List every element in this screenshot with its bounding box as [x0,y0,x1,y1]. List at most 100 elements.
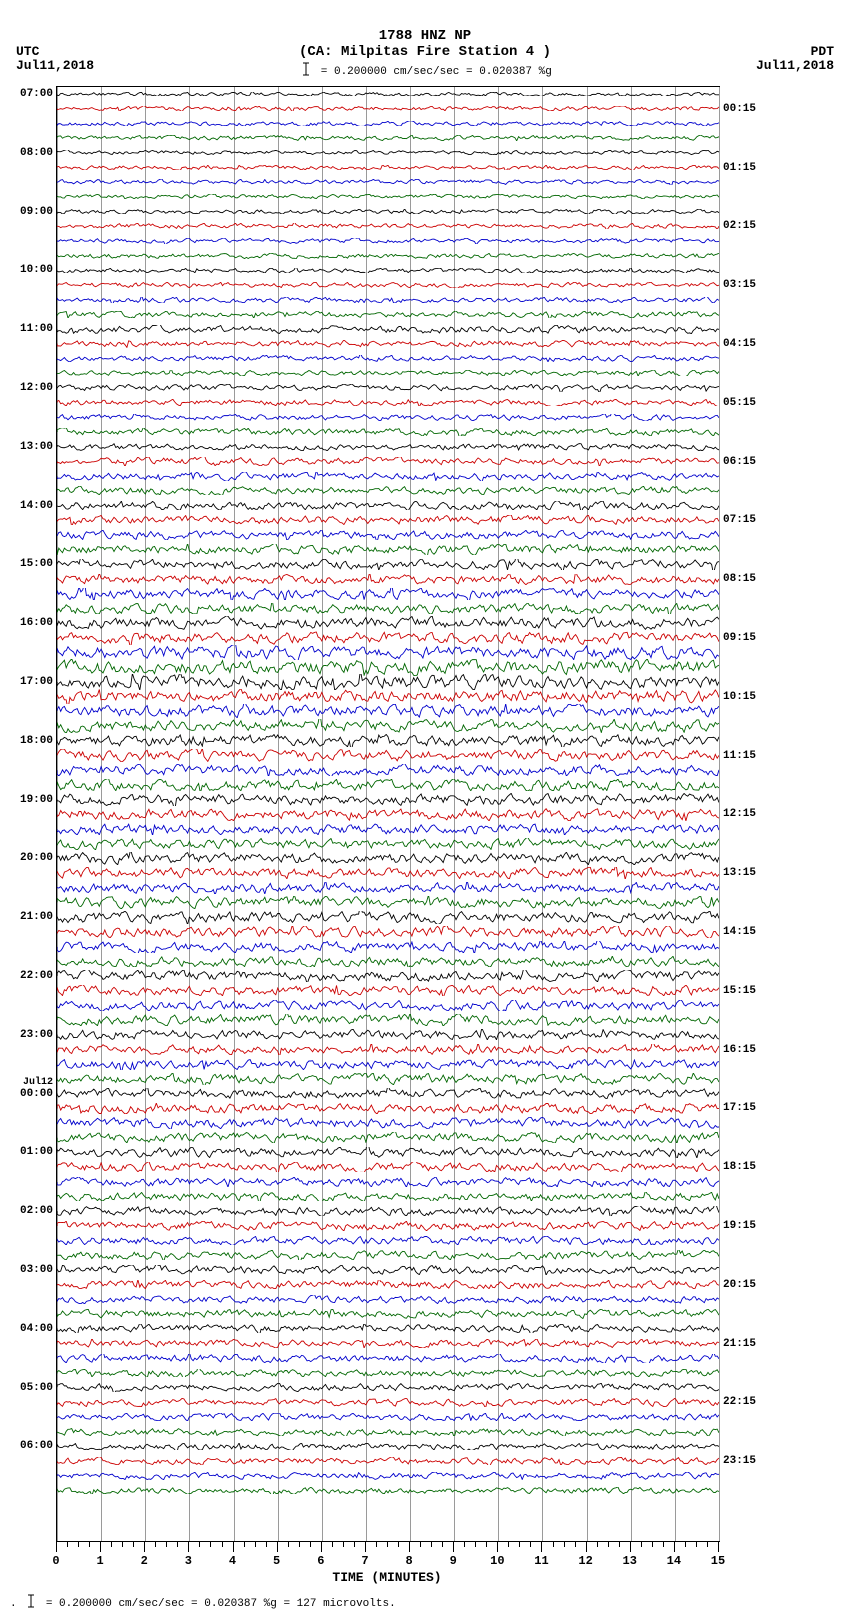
date-rollover-label: Jul12 [7,1077,53,1088]
seismic-trace [57,631,719,645]
x-tick-major [100,1542,101,1552]
utc-time-label: 20:00 [13,852,53,864]
pdt-time-label: 18:15 [723,1161,765,1173]
seismic-trace [57,1457,719,1465]
pdt-time-label: 17:15 [723,1102,765,1114]
seismic-trace [57,165,719,170]
utc-time-label: 22:00 [13,970,53,982]
seismic-trace [57,1369,719,1378]
pdt-time-label: 07:15 [723,514,765,526]
x-tick-minor [530,1542,531,1547]
x-tick-minor [310,1542,311,1547]
seismic-trace [57,414,719,421]
x-tick-major [630,1542,631,1552]
seismic-trace [57,941,719,953]
seismic-trace [57,896,719,908]
seismic-trace [57,544,719,555]
seismic-trace [57,530,719,540]
utc-time-label: 10:00 [13,264,53,276]
seismic-trace [57,340,719,347]
seismic-trace [57,867,719,879]
left-timezone: UTC [16,44,39,59]
seismic-trace [57,194,719,199]
x-tick-label: 12 [578,1554,592,1568]
footer-prefix: . [10,1598,17,1610]
seismic-trace [57,135,719,140]
seismic-trace [57,985,719,997]
station-location: (CA: Milpitas Fire Station 4 ) [0,44,850,60]
scale-annotation: = 0.200000 cm/sec/sec = 0.020387 %g [0,62,850,80]
pdt-time-label: 02:15 [723,220,765,232]
x-tick-minor [111,1542,112,1547]
x-tick-minor [255,1542,256,1547]
x-tick-label: 5 [273,1554,280,1568]
x-axis: TIME (MINUTES) 0123456789101112131415 [56,1542,718,1586]
pdt-time-label: 01:15 [723,162,765,174]
x-tick-minor [89,1542,90,1547]
seismic-trace [57,1265,719,1275]
x-tick-major [56,1542,57,1552]
x-tick-major [233,1542,234,1552]
pdt-time-label: 04:15 [723,338,765,350]
pdt-time-label: 08:15 [723,573,765,585]
seismic-trace [57,1472,719,1480]
utc-time-label: 06:00 [13,1440,53,1452]
utc-time-label: 02:00 [13,1205,53,1217]
x-tick-label: 10 [490,1554,504,1568]
seismic-trace [57,1192,719,1202]
x-axis-title: TIME (MINUTES) [56,1570,718,1585]
seismic-trace [57,311,719,318]
x-tick-minor [332,1542,333,1547]
seismic-trace [57,1117,719,1129]
seismic-trace [57,1221,719,1231]
x-tick-minor [641,1542,642,1547]
x-tick-minor [707,1542,708,1547]
seismic-trace [57,704,719,718]
seismic-trace [57,179,719,184]
x-tick-minor [685,1542,686,1547]
seismic-trace [57,689,719,704]
seismic-trace [57,734,719,747]
seismic-trace [57,956,719,968]
seismic-trace [57,209,719,214]
utc-time-label: 15:00 [13,558,53,570]
x-tick-major [188,1542,189,1552]
x-tick-label: 3 [185,1554,192,1568]
seismic-trace [57,1309,719,1318]
pdt-time-label: 11:15 [723,750,765,762]
x-tick-label: 9 [450,1554,457,1568]
x-tick-minor [299,1542,300,1547]
seismic-trace [57,238,719,243]
seismic-trace [57,616,719,629]
x-tick-major [497,1542,498,1552]
x-tick-minor [619,1542,620,1547]
seismic-trace [57,911,719,924]
x-tick-minor [398,1542,399,1547]
utc-time-label: 11:00 [13,323,53,335]
pdt-time-label: 00:15 [723,103,765,115]
x-tick-label: 7 [361,1554,368,1568]
pdt-time-label: 09:15 [723,632,765,644]
seismic-trace [57,1280,719,1289]
seismic-trace [57,882,719,894]
seismic-trace [57,749,719,762]
seismic-trace [57,674,719,690]
seismic-trace [57,253,719,259]
utc-time-label: 01:00 [13,1146,53,1158]
x-tick-minor [519,1542,520,1547]
x-tick-minor [431,1542,432,1547]
x-tick-minor [564,1542,565,1547]
pdt-time-label: 15:15 [723,985,765,997]
utc-time-label: 17:00 [13,676,53,688]
pdt-time-label: 23:15 [723,1455,765,1467]
utc-time-label: 18:00 [13,735,53,747]
utc-time-label: 23:00 [13,1029,53,1041]
utc-time-label: 03:00 [13,1264,53,1276]
seismic-trace [57,1295,719,1304]
seismic-trace [57,1029,719,1040]
x-tick-minor [210,1542,211,1547]
left-date: Jul11,2018 [16,58,94,73]
x-tick-minor [177,1542,178,1547]
x-tick-label: 2 [141,1554,148,1568]
seismic-trace [57,515,719,525]
